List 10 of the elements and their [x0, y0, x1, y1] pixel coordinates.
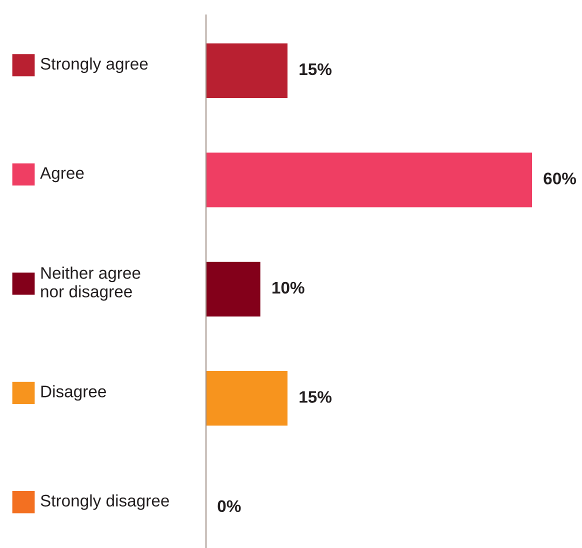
- data-label: 10%: [272, 282, 304, 294]
- data-label: 15%: [300, 63, 332, 76]
- y-tick-label: Strongly agree: [40, 57, 148, 74]
- data-label: 15%: [300, 391, 332, 403]
- data-label: 0%: [218, 500, 241, 512]
- y-tick-label: Neither agree nor disagree: [41, 266, 140, 301]
- y-tick-label: Agree: [40, 167, 84, 182]
- y-tick-label: Disagree: [41, 385, 106, 401]
- y-tick-label: Strongly disagree: [40, 494, 169, 510]
- data-label: 60%: [544, 172, 576, 184]
